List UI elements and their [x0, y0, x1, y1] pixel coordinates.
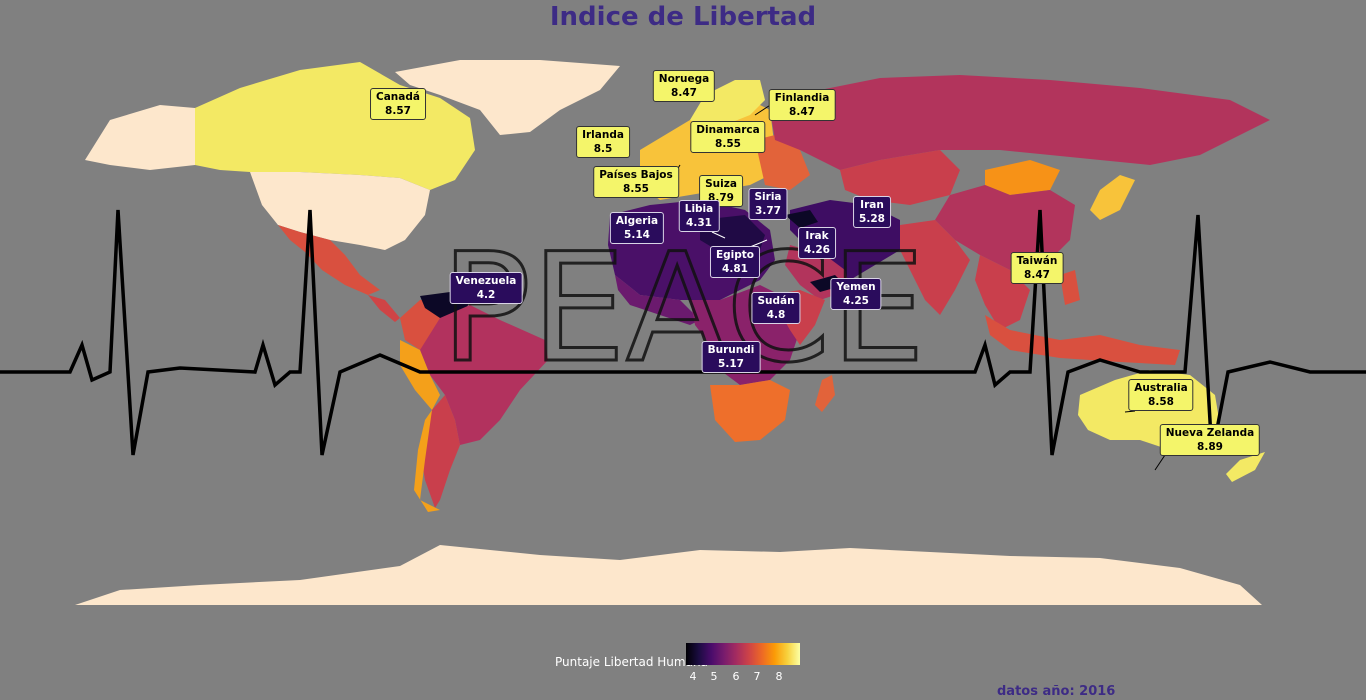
country-label: Canadá 8.57: [370, 88, 426, 120]
country-label: Finlandia 8.47: [768, 89, 836, 121]
region-southern-africa: [710, 380, 790, 442]
country-label: Taiwán 8.47: [1010, 252, 1064, 284]
country-label: Países Bajos 8.55: [593, 166, 679, 198]
country-label: Yemen 4.25: [830, 278, 882, 310]
region-syria: [785, 210, 818, 228]
region-new-zealand: [1226, 452, 1265, 482]
country-label: Dinamarca 8.55: [690, 121, 766, 153]
region-greenland: [395, 60, 620, 135]
legend-colorbar: [686, 643, 800, 665]
leader-line: [1124, 410, 1136, 413]
leader-line: [749, 239, 768, 248]
leader-line: [711, 231, 726, 239]
region-usa: [250, 172, 430, 250]
region-russia: [770, 75, 1270, 170]
region-central-asia: [840, 150, 960, 205]
heartbeat-line: [0, 209, 1366, 456]
region-west-africa: [615, 275, 700, 325]
region-eastern-europe: [755, 135, 810, 190]
legend-tick: 4: [689, 670, 697, 683]
region-alaska: [85, 105, 195, 170]
country-label: Libia 4.31: [678, 200, 720, 232]
country-label: Algeria 5.14: [609, 212, 665, 244]
region-peru: [400, 340, 440, 410]
source-caption: datos año: 2016: [997, 684, 1116, 699]
region-philippines: [1060, 270, 1080, 305]
legend-tick: 7: [753, 670, 761, 683]
region-mongolia: [985, 160, 1060, 195]
country-label: Irlanda 8.5: [576, 126, 630, 158]
region-central-america: [368, 295, 400, 322]
region-chile: [414, 410, 440, 512]
region-scandinavia: [690, 80, 765, 130]
legend-tick: 6: [732, 670, 740, 683]
region-southeast-asia: [975, 255, 1030, 330]
country-label: Burundi 5.17: [701, 341, 761, 373]
country-label: Noruega 8.47: [652, 70, 716, 102]
region-antarctica: [75, 545, 1262, 605]
region-india: [900, 220, 970, 315]
legend-tick: 8: [775, 670, 783, 683]
region-indonesia: [985, 315, 1180, 365]
region-mexico: [278, 225, 380, 295]
country-label: Siria 3.77: [748, 188, 788, 220]
country-label: Venezuela 4.2: [449, 272, 523, 304]
region-japan: [1090, 175, 1135, 220]
region-madagascar: [815, 375, 835, 412]
legend-tick: 5: [710, 670, 718, 683]
legend-title: Puntaje Libertad Humana: [555, 655, 708, 669]
country-label: Suiza 8.79: [699, 175, 743, 207]
country-label: Sudán 4.8: [751, 292, 801, 324]
country-label: Australia 8.58: [1128, 379, 1194, 411]
map-title: Indice de Libertad: [549, 2, 817, 32]
region-china: [935, 185, 1075, 270]
country-label: Nueva Zelanda 8.89: [1159, 424, 1261, 456]
leader-line: [1154, 454, 1166, 471]
country-label: Irak 4.26: [798, 227, 836, 259]
country-label: Iran 5.28: [853, 196, 891, 228]
country-label: Egipto 4.81: [709, 246, 761, 278]
region-brazil: [420, 305, 548, 445]
